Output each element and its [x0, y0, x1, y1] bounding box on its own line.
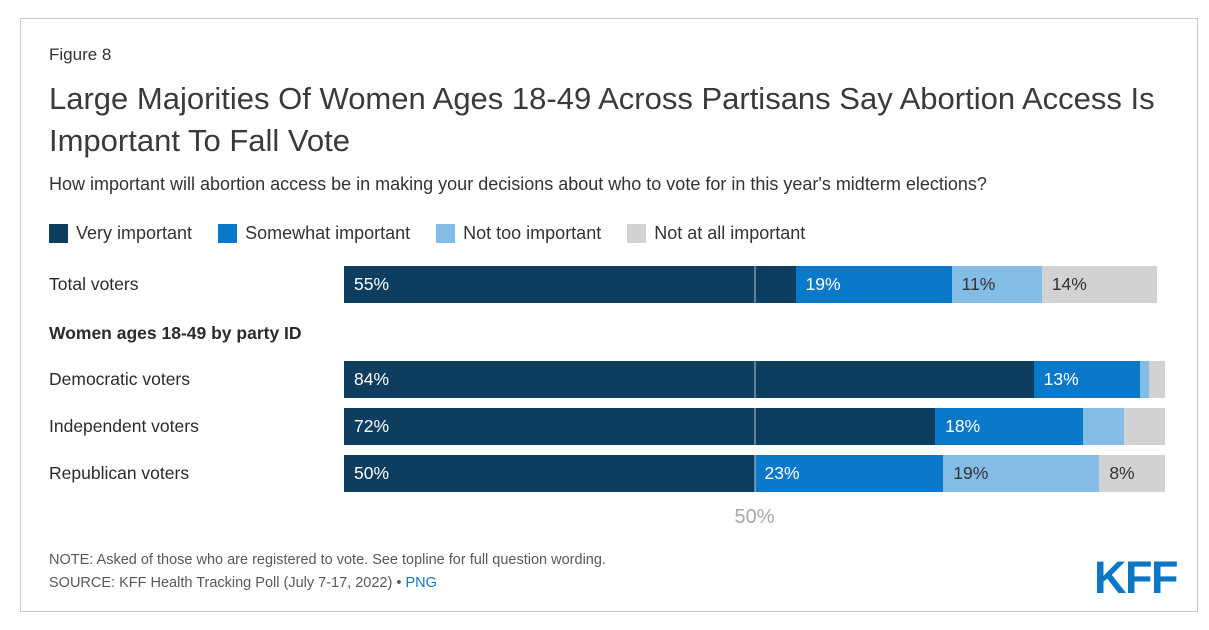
bar-segment: 23% [754, 455, 944, 493]
bar-segment: 84% [344, 361, 1034, 399]
row-label: Democratic voters [49, 369, 191, 390]
chart-title: Large Majorities Of Women Ages 18-49 Acr… [49, 81, 1155, 159]
legend-swatch-icon [627, 224, 647, 244]
bar-segment [1082, 408, 1124, 446]
legend-item-4: Not at all important [627, 223, 805, 244]
note-text: NOTE: Asked of those who are registered … [49, 551, 606, 568]
bar-segment [1140, 361, 1149, 399]
bar-segment: 50% [344, 455, 755, 493]
legend-swatch-icon [218, 224, 238, 244]
row-label: Total voters [49, 274, 139, 295]
segment-value-label: 84% [354, 369, 390, 390]
stacked-bar: 55% 19% 11% 14% [344, 266, 1165, 304]
bar-segment: 13% [1033, 361, 1141, 399]
figure-card: Figure 8 Large Majorities Of Women Ages … [20, 18, 1198, 612]
legend-label: Not too important [463, 223, 602, 244]
row-label: Independent voters [49, 416, 199, 437]
segment-value-label: 19% [953, 463, 989, 484]
stacked-bar: 84% 13% [344, 361, 1165, 399]
stacked-bar: 72% 18% [344, 408, 1165, 446]
section-header: Women ages 18-49 by party ID [49, 323, 302, 344]
chart-subtitle: How important will abortion access be in… [49, 174, 987, 195]
kff-logo: KFF [1094, 551, 1178, 603]
bar-segment: 72% [344, 408, 936, 446]
legend-item-1: Very important [49, 223, 192, 244]
bar-row: Independent voters 72% 18% [49, 408, 1165, 446]
chart-rows: Total voters 55% 19% 11% 14% Women ages 18-49… [49, 266, 1165, 493]
legend: Very important Somewhat important Not too … [49, 223, 1165, 244]
segment-value-label: 72% [354, 416, 390, 437]
legend-swatch-icon [436, 224, 456, 244]
bar-row: Democratic voters 84% 13% [49, 361, 1165, 399]
card-footer: NOTE: Asked of those who are registered … [49, 549, 1178, 603]
bar-row: Total voters 55% 19% 11% 14% [49, 266, 1165, 304]
stacked-bar: 50% 23% 19% 8% [344, 455, 1165, 493]
segment-value-label: 14% [1051, 274, 1087, 295]
segment-value-label: 55% [354, 274, 390, 295]
x-axis: 50% [49, 506, 1165, 532]
segment-value-label: 50% [354, 463, 390, 484]
bar-segment: 11% [951, 266, 1042, 304]
segment-value-label: 8% [1109, 463, 1135, 484]
row-label: Republican voters [49, 463, 190, 484]
axis-area: 50% [344, 506, 1165, 532]
figure-label: Figure 8 [49, 45, 112, 64]
footer-notes: NOTE: Asked of those who are registered … [49, 549, 606, 595]
legend-label: Somewhat important [245, 223, 411, 244]
segment-value-label: 18% [945, 416, 981, 437]
legend-label: Not at all important [654, 223, 806, 244]
legend-swatch-icon [49, 224, 68, 244]
bar-segment: 18% [935, 408, 1083, 446]
bar-segment: 19% [943, 455, 1100, 493]
bar-segment: 55% [344, 266, 796, 304]
axis-spacer [49, 506, 344, 532]
bar-segment: 14% [1041, 266, 1157, 304]
legend-item-2: Somewhat important [218, 223, 410, 244]
legend-label: Very important [76, 223, 193, 244]
source-line: SOURCE: KFF Health Tracking Poll (July 7… [49, 572, 606, 595]
legend-item-3: Not too important [436, 223, 601, 244]
bar-segment: 19% [795, 266, 952, 304]
source-text: SOURCE: KFF Health Tracking Poll (July 7… [49, 574, 406, 591]
bar-segment [1123, 408, 1165, 446]
png-download-link[interactable]: PNG [405, 574, 437, 591]
segment-value-label: 13% [1043, 369, 1079, 390]
bar-row: Republican voters 50% 23% 19% 8% [49, 455, 1165, 493]
segment-value-label: 11% [961, 274, 996, 295]
bar-segment: 8% [1099, 455, 1165, 493]
axis-tick-50: 50% [734, 506, 775, 529]
segment-value-label: 19% [805, 274, 841, 295]
bar-segment [1148, 361, 1165, 399]
segment-value-label: 23% [764, 463, 800, 484]
